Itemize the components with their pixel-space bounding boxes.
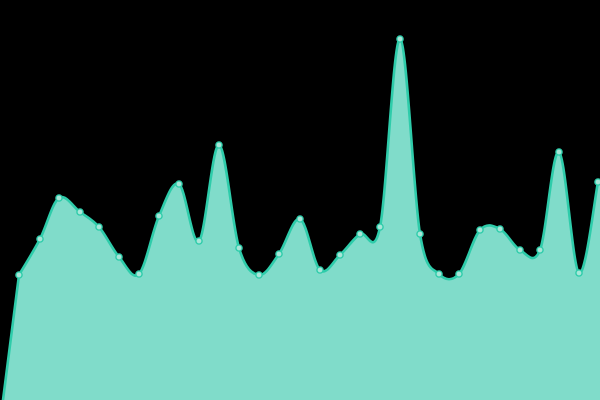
data-point-marker[interactable] bbox=[476, 226, 484, 234]
data-point-marker[interactable] bbox=[516, 246, 524, 254]
data-point-marker[interactable] bbox=[15, 271, 23, 279]
data-point-marker[interactable] bbox=[255, 271, 263, 279]
data-point-marker[interactable] bbox=[496, 225, 504, 233]
data-point-marker[interactable] bbox=[135, 270, 143, 278]
data-point-marker[interactable] bbox=[536, 246, 544, 254]
area-fill-path bbox=[3, 38, 600, 400]
data-point-marker[interactable] bbox=[316, 266, 324, 274]
data-point-marker[interactable] bbox=[215, 141, 223, 149]
data-marker-group bbox=[15, 35, 600, 279]
data-point-marker[interactable] bbox=[555, 148, 563, 156]
data-point-marker[interactable] bbox=[36, 235, 44, 243]
data-point-marker[interactable] bbox=[76, 208, 84, 216]
data-point-marker[interactable] bbox=[455, 270, 463, 278]
data-point-marker[interactable] bbox=[155, 212, 163, 220]
data-point-marker[interactable] bbox=[575, 269, 583, 277]
area-line-path bbox=[1, 37, 600, 400]
data-point-marker[interactable] bbox=[235, 244, 243, 252]
data-point-marker[interactable] bbox=[275, 250, 283, 258]
data-point-marker[interactable] bbox=[356, 230, 364, 238]
data-point-marker[interactable] bbox=[336, 251, 344, 259]
data-point-marker[interactable] bbox=[175, 180, 183, 188]
data-point-marker[interactable] bbox=[55, 194, 63, 202]
data-point-marker[interactable] bbox=[594, 178, 600, 186]
data-point-marker[interactable] bbox=[435, 270, 443, 278]
data-point-marker[interactable] bbox=[396, 35, 404, 43]
plot-group bbox=[1, 35, 600, 400]
data-point-marker[interactable] bbox=[296, 215, 304, 223]
data-point-marker[interactable] bbox=[195, 237, 203, 245]
data-point-marker[interactable] bbox=[376, 223, 384, 231]
data-point-marker[interactable] bbox=[416, 230, 424, 238]
data-point-marker[interactable] bbox=[95, 223, 103, 231]
data-point-marker[interactable] bbox=[115, 253, 123, 261]
